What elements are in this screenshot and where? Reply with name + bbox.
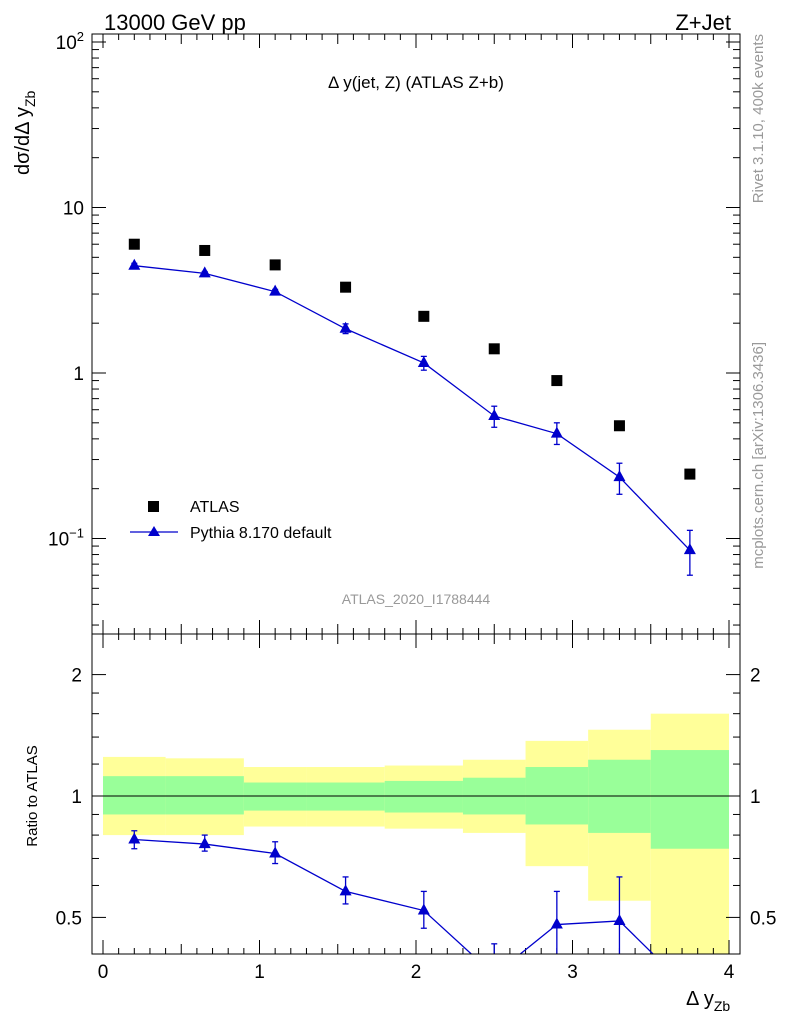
inner-band-bin xyxy=(165,776,244,815)
ratio-point xyxy=(613,913,626,925)
pythia-point xyxy=(128,258,141,270)
pythia-point xyxy=(683,543,696,555)
ratio-y-axis-label: Ratio to ATLAS xyxy=(24,745,41,846)
atlas-data-point xyxy=(488,343,500,355)
inner-band-bin xyxy=(103,776,166,815)
main-y-axis-label: dσ/dΔ yZb xyxy=(12,90,38,175)
analysis-id: ATLAS_2020_I1788444 xyxy=(342,591,491,607)
atlas-data-point xyxy=(269,259,281,271)
ratio-frame xyxy=(91,633,741,955)
atlas-data-point xyxy=(128,238,140,250)
inner-band-bin xyxy=(306,782,385,811)
pythia-point xyxy=(613,470,626,482)
xtick-label: 4 xyxy=(724,962,735,983)
ratio-ytick-label-right: 1 xyxy=(750,787,761,808)
main-series xyxy=(128,238,696,576)
legend-marker-atlas xyxy=(148,501,159,512)
atlas-data-point xyxy=(613,420,625,432)
inner-band-bin xyxy=(243,782,307,811)
pythia-point xyxy=(550,426,563,438)
legend: ATLAS Pythia 8.170 default xyxy=(130,499,332,542)
pythia-point xyxy=(417,355,430,367)
ratio-ytick-label: 0.5 xyxy=(56,908,82,929)
pythia-point xyxy=(269,284,282,296)
x-axis-label: Δ yZb xyxy=(686,988,730,1014)
source-info: mcplots.cern.ch [arXiv:1306.3436] xyxy=(750,342,767,569)
atlas-data-point xyxy=(340,281,352,293)
ratio-ytick-label-right: 0.5 xyxy=(750,908,776,929)
xtick-label: 0 xyxy=(98,962,109,983)
pythia-point xyxy=(488,408,501,420)
process-label: Z+Jet xyxy=(675,10,731,35)
atlas-data-point xyxy=(418,310,430,322)
main-ytick-label: 10 xyxy=(63,199,84,220)
ratio-series xyxy=(128,830,654,979)
ratio-point xyxy=(417,903,430,915)
ratio-axis-ticks: 0 1 2 3 4 0.5 0.5 1 1 2 2 xyxy=(56,634,776,983)
main-ytick-label: 1 xyxy=(73,364,84,385)
xtick-label: 1 xyxy=(254,962,265,983)
legend-label-pythia: Pythia 8.170 default xyxy=(190,525,332,542)
xtick-label: 3 xyxy=(567,962,578,983)
ratio-point xyxy=(128,832,141,844)
ratio-point xyxy=(198,837,211,849)
atlas-data-point xyxy=(684,468,696,480)
main-frame xyxy=(91,33,741,635)
ratio-ytick-label: 2 xyxy=(71,666,82,687)
ratio-point xyxy=(488,968,500,979)
energy-label: 13000 GeV pp xyxy=(104,10,246,35)
xtick-label: 2 xyxy=(411,962,422,983)
plot-title: Δ y(jet, Z) (ATLAS Z+b) xyxy=(328,73,504,92)
rivet-info: Rivet 3.1.10, 400k events xyxy=(750,34,767,203)
pythia-point xyxy=(198,266,211,278)
main-ytick-label: 102 xyxy=(56,29,84,54)
atlas-data-point xyxy=(199,244,211,256)
main-ytick-label: 10−1 xyxy=(48,526,84,551)
inner-band-bin xyxy=(650,750,729,849)
ratio-ytick-label: 1 xyxy=(71,787,82,808)
pythia-point xyxy=(339,321,352,333)
ratio-point xyxy=(550,917,563,929)
legend-marker-pythia xyxy=(148,526,160,536)
main-axis-ticks: 10−1 1 10 102 xyxy=(48,29,740,634)
ratio-point xyxy=(269,846,282,858)
inner-band-bin xyxy=(384,780,463,813)
ratio-point xyxy=(339,884,352,896)
ratio-ytick-label-right: 2 xyxy=(750,666,761,687)
ratio-uncertainty-bands xyxy=(103,713,729,954)
legend-label-atlas: ATLAS xyxy=(190,499,240,516)
atlas-data-point xyxy=(551,375,563,387)
